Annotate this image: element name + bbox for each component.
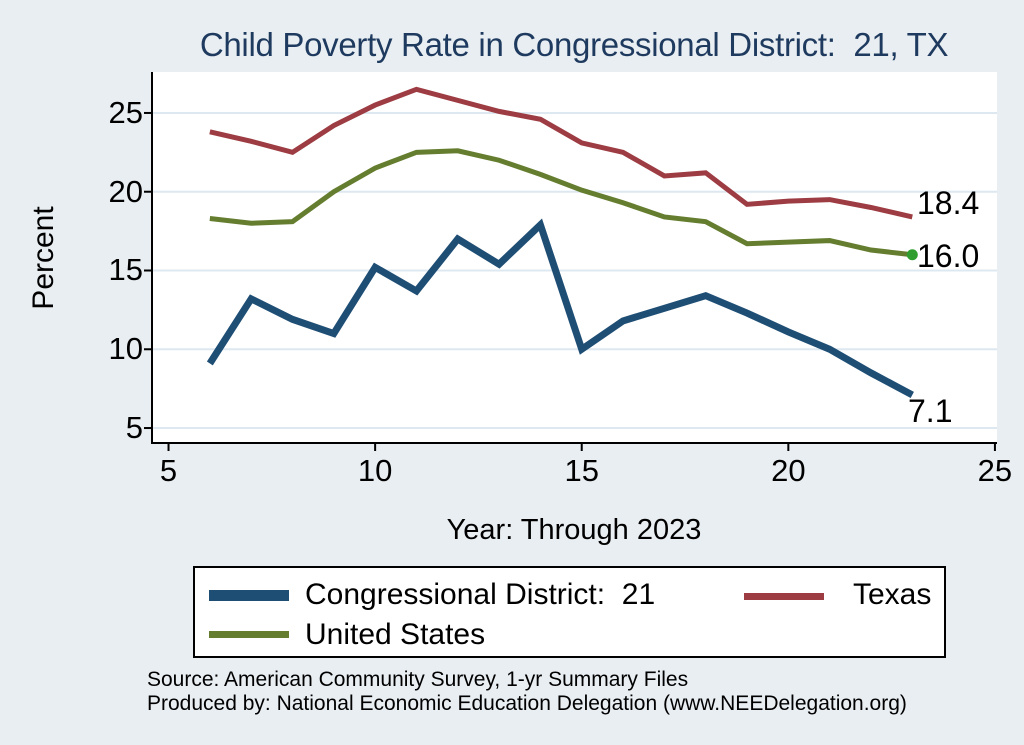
footer: Source: American Community Survey, 1-yr … xyxy=(147,668,907,716)
series-line-district xyxy=(206,218,914,399)
x-tick-label: 15 xyxy=(564,453,599,488)
y-tick-label: 25 xyxy=(108,94,143,130)
end-label-united-states: 16.0 xyxy=(917,238,980,274)
series-line-texas xyxy=(209,86,913,220)
y-tick-label: 20 xyxy=(108,173,143,209)
legend-label-united-states: United States xyxy=(305,618,486,651)
series-line-united-states xyxy=(209,148,913,258)
produced-by-note: Produced by: National Economic Education… xyxy=(147,692,907,715)
plot-background xyxy=(152,72,997,443)
y-tick-label: 10 xyxy=(108,331,143,367)
legend-swatch-district xyxy=(209,590,289,601)
x-tick-label: 20 xyxy=(771,453,806,488)
end-label-district: 7.1 xyxy=(908,393,953,429)
legend-swatch-united-states xyxy=(209,631,289,638)
legend-label-texas: Texas xyxy=(853,578,932,611)
chart-title: Child Poverty Rate in Congressional Dist… xyxy=(199,26,949,63)
legend-swatch-texas xyxy=(744,593,824,600)
series-end-dot-united-states xyxy=(906,249,918,261)
legend-label-district: Congressional District: 21 xyxy=(305,578,656,611)
x-axis-title: Year: Through 2023 xyxy=(446,514,702,546)
y-tick-label: 15 xyxy=(108,252,143,288)
x-tick-label: 25 xyxy=(977,453,1013,488)
x-tick-label: 5 xyxy=(159,453,178,488)
source-note: Source: American Community Survey, 1-yr … xyxy=(147,668,689,691)
end-label-texas: 18.4 xyxy=(917,185,980,221)
x-tick-label: 10 xyxy=(357,453,393,488)
y-tick-label: 5 xyxy=(125,410,143,446)
legend: Congressional District: 21 Texas United … xyxy=(193,566,946,658)
